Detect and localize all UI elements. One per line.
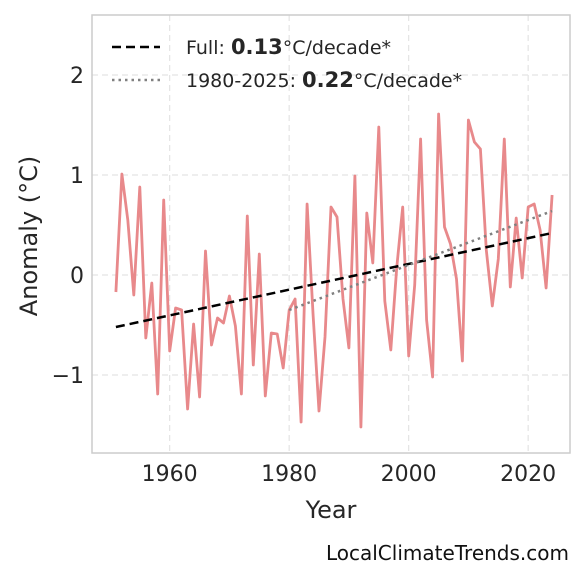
x-tick-label: 2020 xyxy=(500,462,556,487)
y-axis-label: Anomaly (°C) xyxy=(15,156,43,316)
x-axis-label: Year xyxy=(305,496,357,524)
grid xyxy=(92,15,570,453)
y-tick-label: 2 xyxy=(70,64,84,89)
legend: Full: 0.13°C/decade* 1980-2025: 0.22°C/d… xyxy=(112,35,462,92)
legend-recent-value: 0.22 xyxy=(302,68,354,92)
legend-recent-prefix: 1980-2025: xyxy=(186,70,302,92)
y-tick-labels: −1 0 1 2 xyxy=(52,64,84,389)
legend-full-prefix: Full: xyxy=(186,37,231,59)
legend-full-suffix: °C/decade* xyxy=(283,37,391,59)
x-tick-label: 2000 xyxy=(381,462,437,487)
trend-line-full xyxy=(115,231,553,329)
series-layer xyxy=(114,112,554,429)
x-tick-label: 1980 xyxy=(261,462,317,487)
legend-entry-recent: 1980-2025: 0.22°C/decade* xyxy=(186,68,462,92)
x-tick-labels: 1960 1980 2000 2020 xyxy=(142,462,556,487)
watermark: LocalClimateTrends.com xyxy=(326,541,569,565)
legend-full-value: 0.13 xyxy=(231,35,283,59)
trend-line-1980-2025 xyxy=(288,209,553,312)
y-tick-label: 0 xyxy=(70,264,84,289)
anomaly-series-line xyxy=(114,112,554,429)
plot-frame xyxy=(91,14,571,454)
y-tick-label: 1 xyxy=(70,164,84,189)
legend-recent-suffix: °C/decade* xyxy=(354,70,462,92)
y-tick-label: −1 xyxy=(52,364,84,389)
x-tick-label: 1960 xyxy=(142,462,198,487)
legend-entry-full: Full: 0.13°C/decade* xyxy=(186,35,391,59)
